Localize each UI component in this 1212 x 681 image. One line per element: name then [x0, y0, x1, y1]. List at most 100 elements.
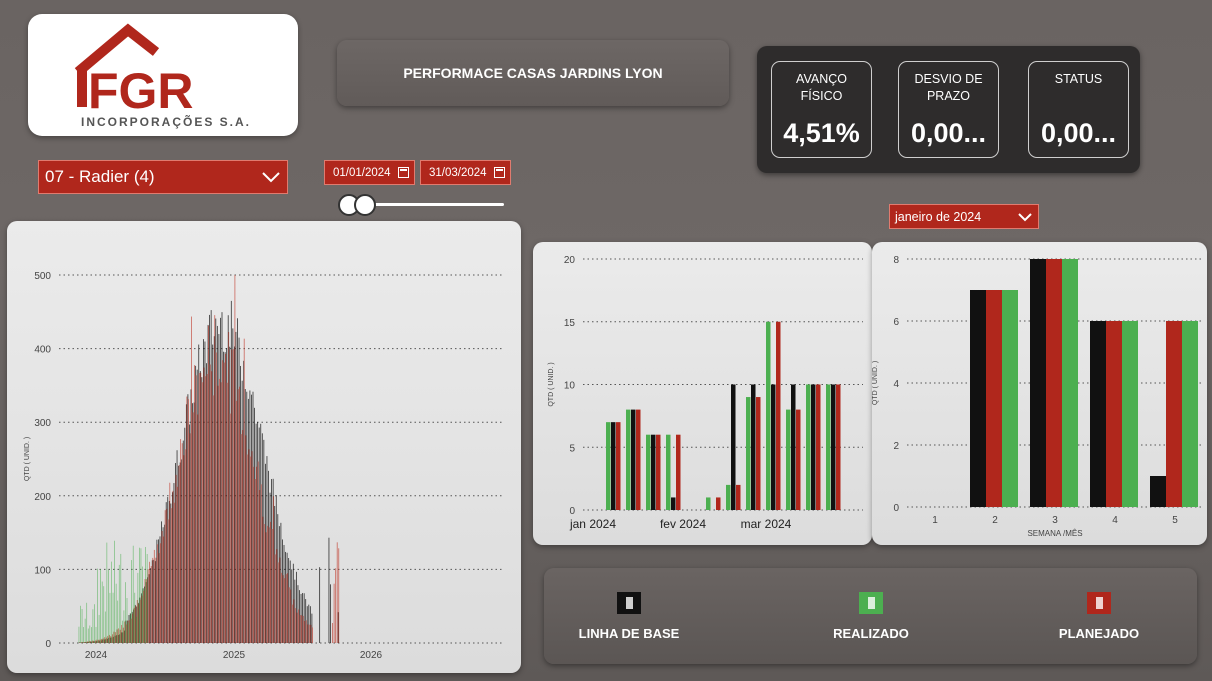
overall-bar-base	[251, 394, 252, 643]
overall-bar-base	[221, 312, 223, 643]
weekly-bar-base	[1090, 321, 1106, 507]
overall-bar-base	[306, 606, 308, 643]
overall-bar-planejado	[277, 562, 279, 643]
monthly-bar-planejado	[756, 397, 761, 510]
overall-bar-base	[280, 522, 282, 643]
overall-bar-base	[243, 360, 245, 643]
overall-bar-base	[193, 402, 195, 643]
overall-bar-base	[151, 560, 153, 643]
weekly-bar-base	[1030, 259, 1046, 507]
overall-bar-base	[204, 341, 206, 643]
overall-bar-realizado	[108, 569, 109, 643]
overall-bar-planejado	[172, 490, 174, 643]
overall-bar-realizado	[92, 609, 94, 643]
overall-bar-base	[192, 403, 193, 643]
overall-bar-base	[113, 636, 114, 643]
stage-dropdown[interactable]: 07 - Radier (4)	[38, 160, 288, 194]
overall-bar-planejado	[200, 372, 202, 643]
overall-bar-base	[105, 639, 107, 643]
overall-bar-planejado	[338, 548, 340, 643]
weekly-bar-base	[970, 290, 986, 507]
overall-bar-planejado	[161, 530, 163, 643]
overall-bar-planejado	[146, 579, 147, 643]
overall-bar-planejado	[192, 412, 194, 643]
x-tick-label: 2024	[85, 650, 108, 661]
overall-bar-base	[199, 371, 201, 643]
slider-track[interactable]	[348, 203, 504, 206]
weekly-bar-realizado	[1062, 259, 1078, 507]
overall-bar-planejado	[96, 639, 98, 643]
overall-bar-realizado	[114, 540, 115, 643]
overall-bar-planejado	[299, 614, 301, 643]
calendar-icon[interactable]	[494, 167, 505, 178]
date-range-slider[interactable]	[336, 194, 504, 216]
x-tick-label: 2	[992, 515, 998, 526]
overall-bar-planejado	[253, 466, 254, 643]
monthly-bar-base	[811, 384, 816, 510]
overall-bar-base	[181, 459, 183, 643]
y-tick-label: 4	[893, 379, 899, 390]
overall-bar-planejado	[90, 641, 92, 643]
overall-bar-planejado	[333, 583, 335, 643]
overall-bar-realizado	[142, 566, 143, 643]
overall-bar-planejado	[294, 608, 296, 643]
overall-bar-planejado	[298, 609, 299, 643]
overall-bar-planejado	[110, 636, 112, 643]
overall-bar-realizado	[140, 548, 142, 643]
calendar-icon[interactable]	[398, 167, 409, 178]
overall-bar-base	[154, 561, 156, 643]
overall-bar-base	[85, 642, 86, 643]
x-tick-label: 2026	[360, 650, 383, 661]
y-tick-label: 15	[564, 318, 576, 329]
y-tick-label: 0	[893, 503, 899, 514]
overall-bar-base	[92, 641, 94, 643]
overall-bar-planejado	[104, 637, 106, 643]
overall-bar-planejado	[312, 627, 313, 643]
overall-bar-planejado	[85, 641, 87, 643]
overall-bar-planejado	[177, 486, 178, 643]
dashboard-title-card: PERFORMACE CASAS JARDINS LYON	[337, 40, 729, 106]
overall-bar-base	[103, 639, 105, 643]
overall-bar-base	[291, 569, 293, 643]
date-start-input[interactable]: 01/01/2024	[324, 160, 415, 185]
company-logo: FGR INCORPORAÇÕES S.A.	[28, 14, 298, 136]
overall-bar-realizado	[84, 618, 86, 643]
monthly-bar-base	[651, 434, 656, 510]
overall-bar-base	[102, 639, 104, 643]
x-tick-label: fev 2024	[660, 517, 706, 531]
overall-bar-planejado	[288, 587, 290, 643]
monthly-bar-realizado	[606, 422, 611, 510]
month-dropdown[interactable]: janeiro de 2024	[889, 204, 1039, 229]
overall-bar-base	[141, 593, 142, 643]
kpi-label: AVANÇO FÍSICO	[796, 72, 847, 103]
overall-bar-planejado	[305, 620, 307, 643]
overall-bar-realizado	[118, 564, 120, 643]
overall-bar-planejado	[130, 618, 132, 643]
overall-bar-realizado	[83, 627, 84, 643]
kpi-label: STATUS	[1054, 72, 1103, 86]
overall-bar-base	[108, 637, 110, 643]
overall-bar-base	[119, 634, 121, 643]
date-end-input[interactable]: 31/03/2024	[420, 160, 511, 185]
overall-bar-base	[212, 344, 214, 643]
overall-bar-base	[133, 609, 135, 643]
overall-bar-planejado	[189, 433, 191, 643]
slider-handle-end[interactable]	[354, 194, 376, 216]
overall-bar-planejado	[183, 455, 185, 643]
overall-bar-base	[122, 632, 124, 643]
overall-bar-base	[97, 640, 99, 643]
y-tick-label: 6	[893, 317, 899, 328]
overall-bar-planejado	[291, 604, 293, 643]
overall-bar-planejado	[132, 613, 133, 643]
page-title: PERFORMACE CASAS JARDINS LYON	[403, 65, 663, 81]
overall-bar-base	[128, 615, 130, 643]
overall-bar-planejado	[175, 474, 177, 643]
overall-bar-planejado	[194, 365, 195, 643]
y-tick-label: 200	[34, 492, 51, 503]
overall-bar-base	[178, 465, 179, 643]
overall-bar-planejado	[82, 642, 84, 643]
overall-bar-planejado	[101, 638, 102, 643]
weekly-bar-planejado	[986, 290, 1002, 507]
overall-bar-realizado	[81, 608, 83, 643]
kpi-desvio-prazo: DESVIO DE PRAZO 0,00...	[898, 61, 999, 158]
